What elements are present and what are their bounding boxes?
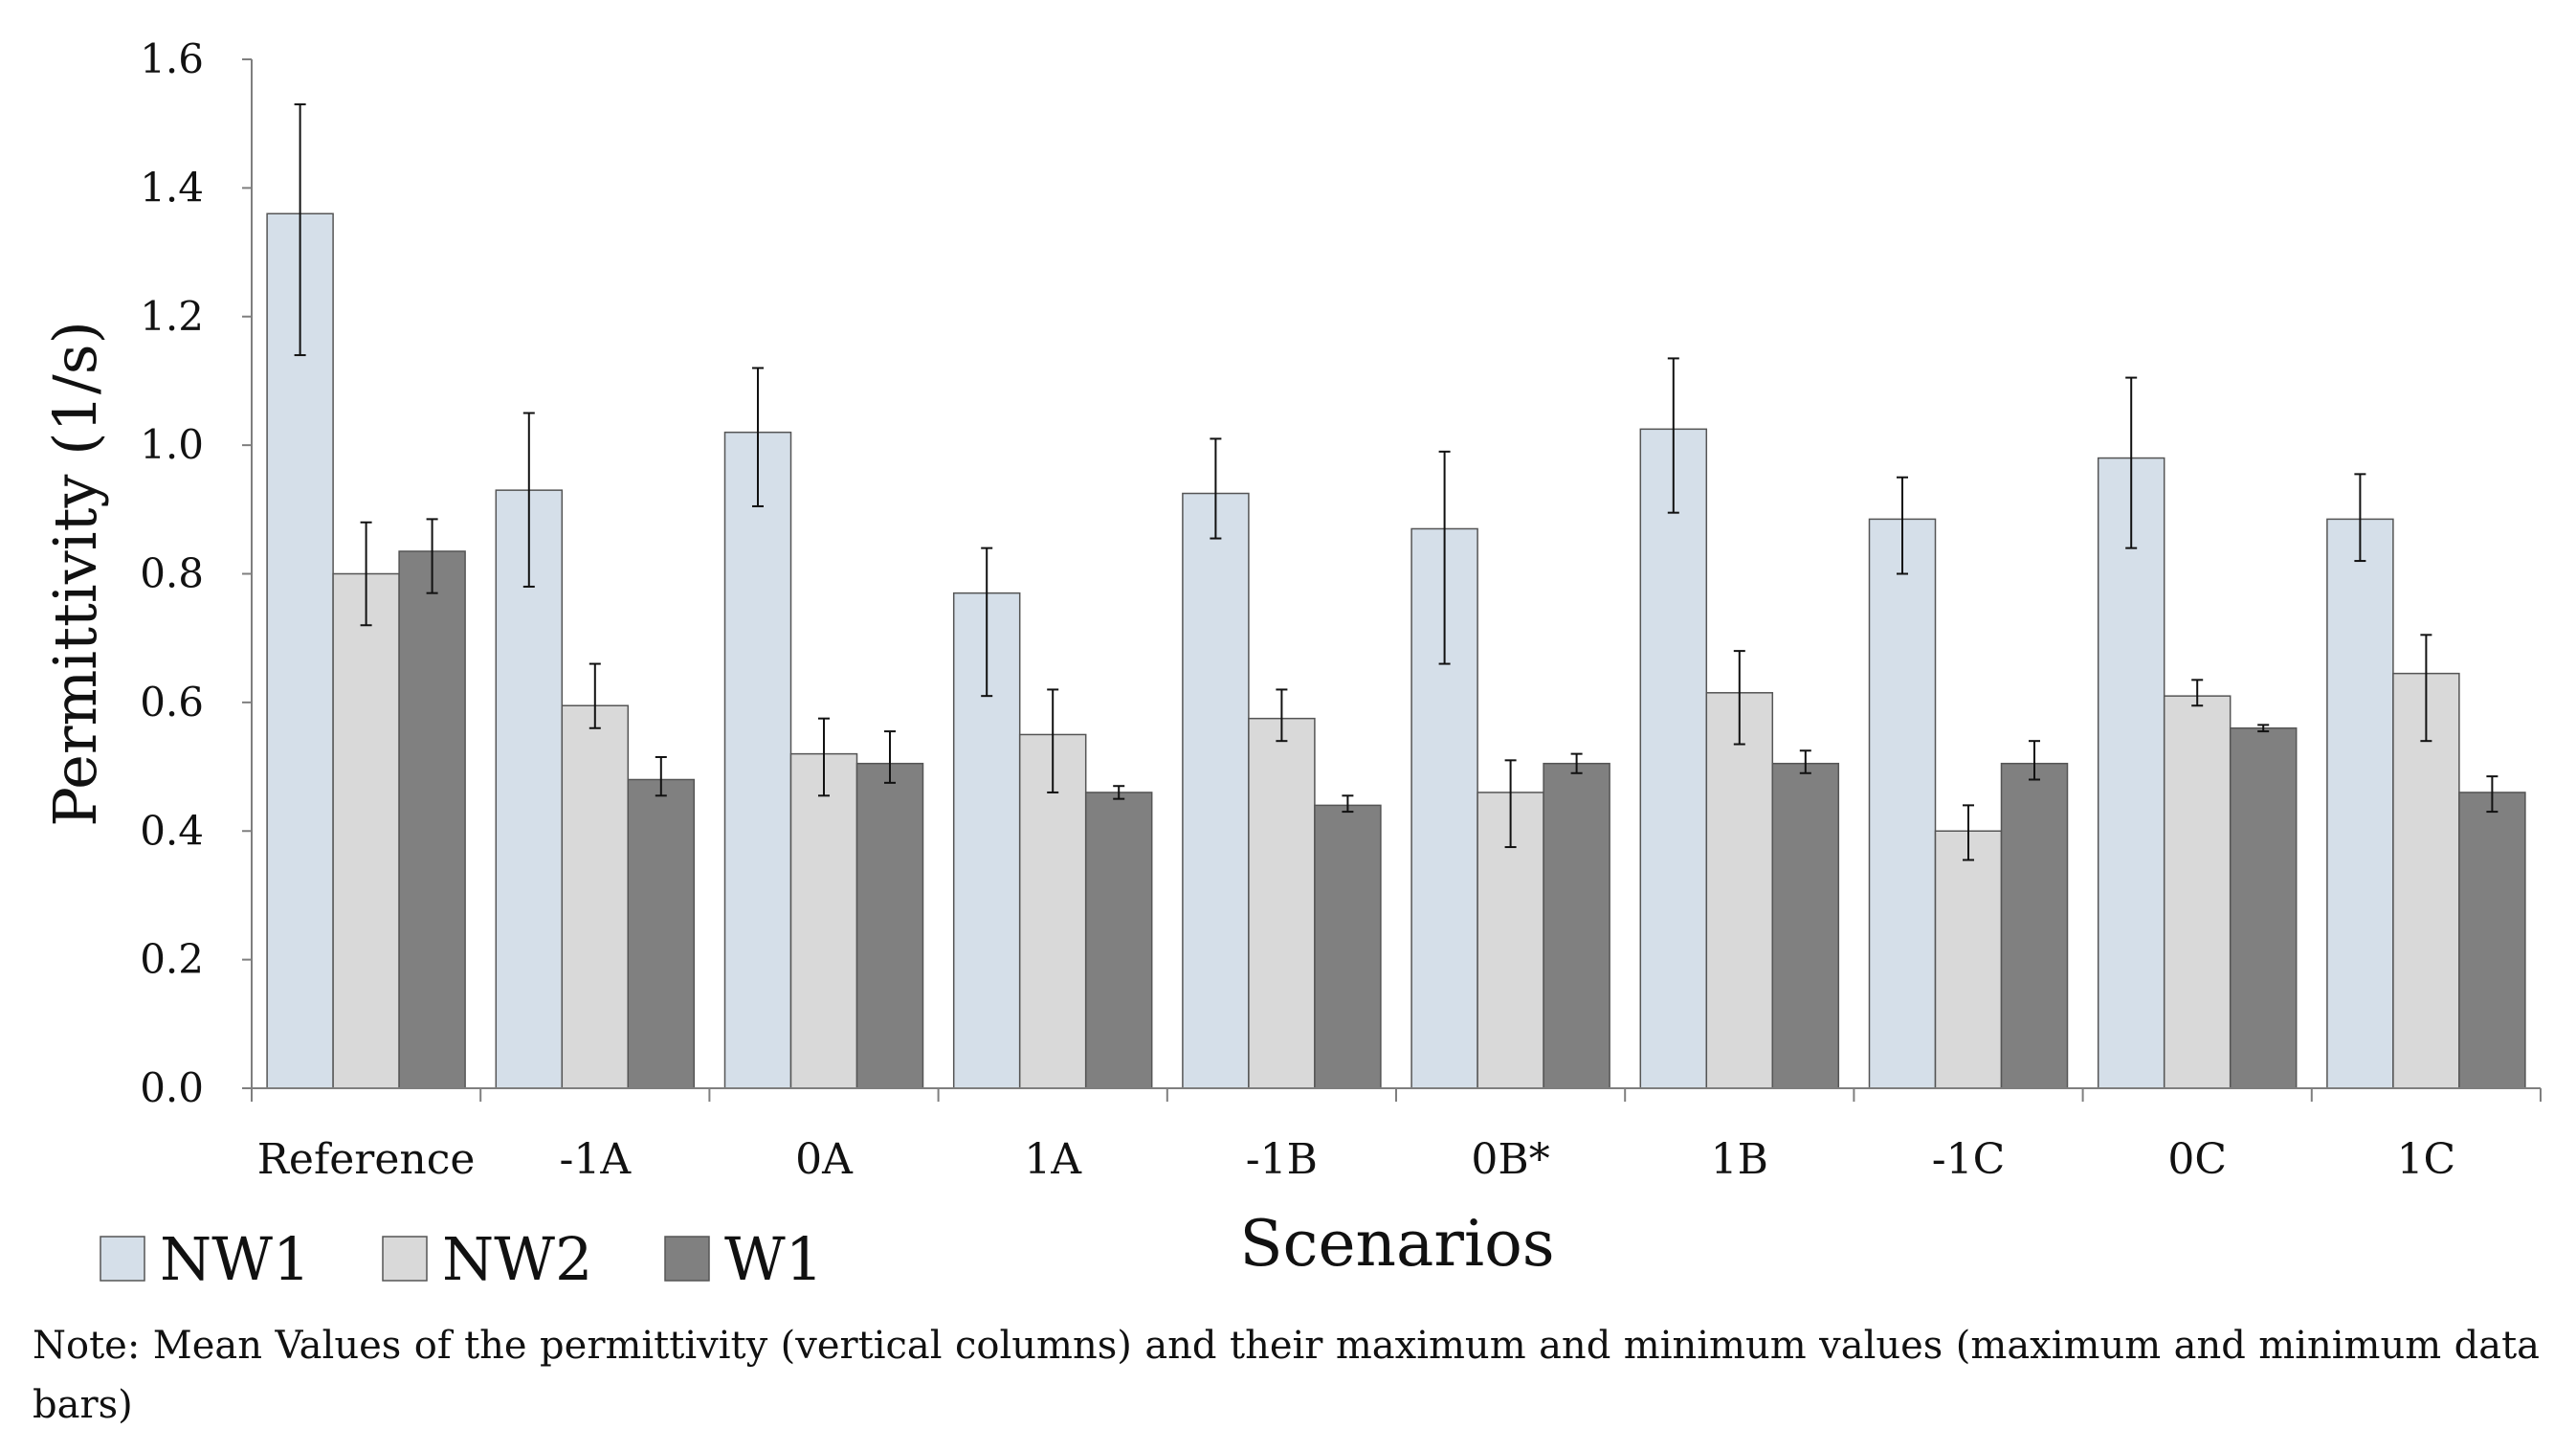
bar-nw1-4 <box>1182 492 1250 1089</box>
y-axis-label: Permittivity (1/s) <box>40 321 110 827</box>
bar-nw1-2 <box>723 431 792 1089</box>
bar-w1-1 <box>627 778 696 1089</box>
y-tick-label: 0.8 <box>140 550 204 597</box>
legend-label-nw1: NW1 <box>160 1224 310 1294</box>
bar-nw2-7 <box>1934 830 2003 1089</box>
bar-nw2-1 <box>561 704 630 1089</box>
bar-nw2-0 <box>332 572 400 1089</box>
x-tick-label: -1B <box>1246 1135 1318 1184</box>
bar-chart: 0.0 0.2 0.4 0.6 0.8 1.0 1.2 1.4 1.6 Permittivity … <box>40 35 2542 1294</box>
y-tick-label: 0.2 <box>140 936 204 983</box>
legend-label-nw2: NW2 <box>442 1224 592 1294</box>
chart-note: Note: Mean Values of the permittivity (v… <box>33 1324 2540 1427</box>
y-tick-label: 1.0 <box>140 421 204 468</box>
bar-nw1-7 <box>1868 518 1937 1089</box>
y-tick-label: 1.6 <box>140 35 204 82</box>
bar-w1-0 <box>398 550 466 1089</box>
bar-w1-7 <box>2000 762 2069 1089</box>
x-tick-label: -1C <box>1932 1135 2006 1184</box>
legend-swatch-w1 <box>664 1236 710 1282</box>
bar-w1-6 <box>1771 762 1840 1089</box>
bar-nw2-3 <box>1018 733 1087 1089</box>
x-tick-label: -1A <box>559 1135 632 1184</box>
y-tick-label: 0.6 <box>140 679 204 726</box>
legend-swatch-nw1 <box>100 1236 145 1282</box>
x-tick-label: 1A <box>1024 1135 1082 1184</box>
bar-nw2-8 <box>2163 695 2232 1089</box>
bar-w1-5 <box>1543 762 1610 1089</box>
x-tick-label: Reference <box>257 1135 476 1184</box>
bar-w1-4 <box>1314 804 1382 1089</box>
bar-w1-9 <box>2458 792 2526 1089</box>
bar-w1-3 <box>1084 792 1153 1089</box>
y-tick-label: 0.4 <box>140 807 204 854</box>
y-tick-label: 1.4 <box>140 164 204 211</box>
bar-nw1-6 <box>1639 428 1708 1089</box>
bar-nw1-8 <box>2097 457 2165 1089</box>
x-tick-label: 1C <box>2397 1135 2456 1184</box>
x-axis-label: Scenarios <box>1239 1207 1554 1281</box>
bar-nw2-2 <box>789 752 858 1089</box>
x-tick-label: 0A <box>795 1135 854 1184</box>
legend-label-w1: W1 <box>724 1224 823 1294</box>
x-tick-label: 0C <box>2167 1135 2227 1184</box>
x-tick-label: 1B <box>1711 1135 1768 1184</box>
y-tick-label: 0.0 <box>140 1064 204 1111</box>
bar-nw1-1 <box>495 489 564 1089</box>
bar-w1-8 <box>2229 727 2298 1089</box>
legend-swatch-nw2 <box>382 1236 428 1282</box>
bar-w1-2 <box>855 762 924 1089</box>
bar-nw2-4 <box>1248 717 1316 1089</box>
x-tick-label: 0B* <box>1471 1135 1549 1184</box>
bar-nw2-6 <box>1705 692 1774 1089</box>
y-tick-label: 1.2 <box>140 293 204 340</box>
bar-nw1-9 <box>2326 518 2394 1089</box>
